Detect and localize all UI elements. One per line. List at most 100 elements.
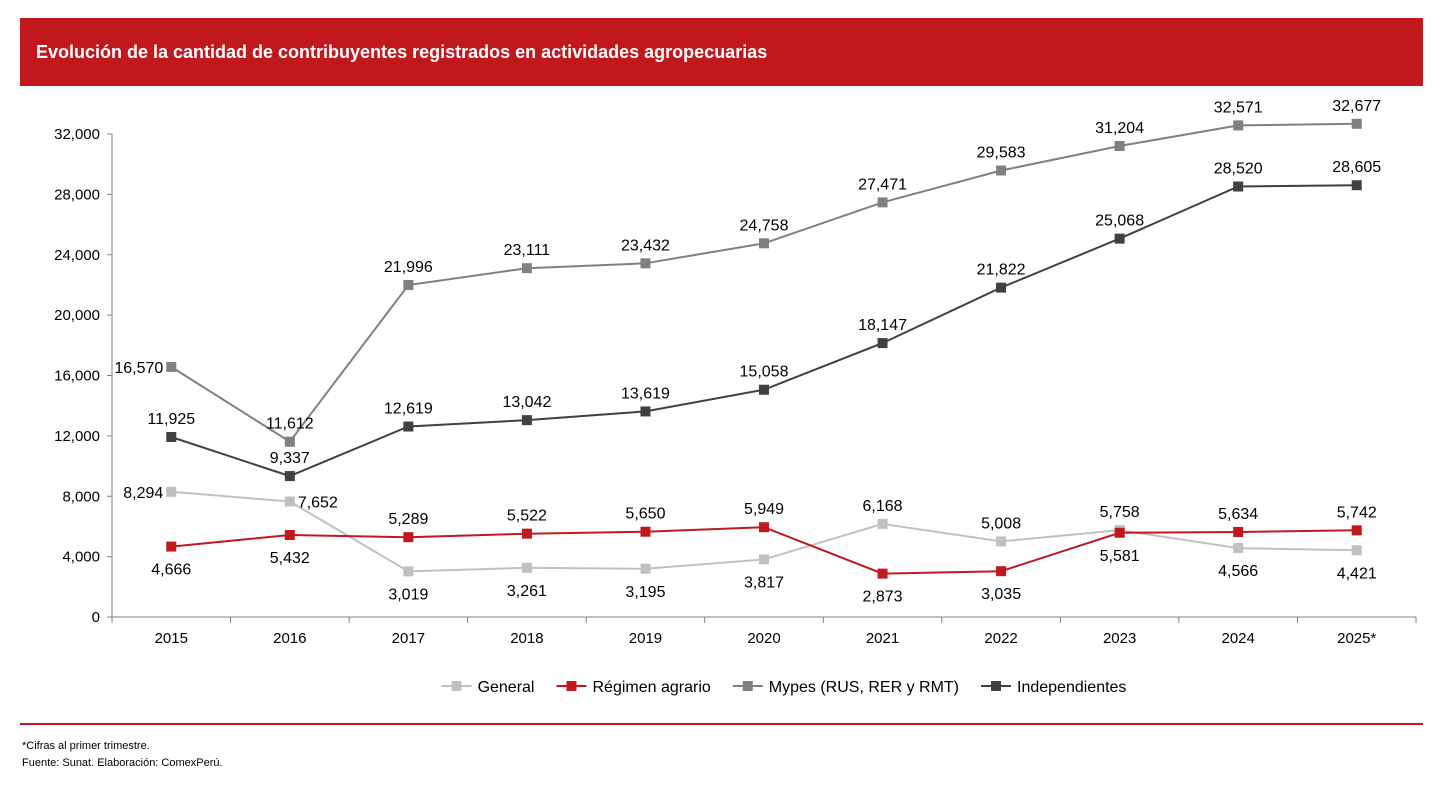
data-point-marker [403, 279, 414, 290]
data-label: 2,873 [863, 589, 903, 606]
x-tick-label: 2015 [155, 630, 188, 647]
data-label: 4,421 [1337, 565, 1377, 582]
data-point-marker [759, 522, 769, 533]
data-point-marker [1351, 525, 1362, 536]
data-label: 28,605 [1332, 159, 1381, 176]
data-point-marker [1233, 120, 1244, 131]
chart-header-bar: Evolución de la cantidad de contribuyent… [20, 18, 1423, 86]
data-label: 27,471 [858, 176, 907, 193]
data-point-marker [877, 197, 888, 208]
data-label: 5,634 [1218, 506, 1258, 523]
x-tick-label: 2016 [273, 630, 306, 647]
data-point-marker [996, 536, 1007, 547]
data-point-marker [166, 361, 177, 372]
x-tick-label: 2024 [1221, 630, 1254, 647]
series-line [171, 526, 1357, 575]
x-tick-label: 2020 [747, 630, 780, 647]
x-tick-label: 2023 [1103, 630, 1136, 647]
data-label: 4,566 [1218, 563, 1258, 580]
data-label: 21,822 [977, 262, 1026, 279]
data-point-marker [1351, 180, 1362, 191]
data-point-marker [996, 566, 1007, 577]
data-point-marker [759, 554, 769, 565]
data-label: 5,522 [507, 508, 547, 525]
data-point-marker [166, 541, 177, 552]
x-tick-label: 2025* [1337, 630, 1376, 647]
y-tick-label: 28,000 [54, 186, 100, 203]
data-label: 3,817 [744, 574, 784, 591]
data-label: 21,996 [384, 259, 433, 276]
footnote-source: Fuente: Sunat. Elaboración: ComexPerú. [22, 757, 223, 769]
data-label: 28,520 [1214, 161, 1263, 178]
data-label: 23,432 [621, 237, 670, 254]
data-point-marker [759, 238, 769, 249]
y-tick-label: 12,000 [54, 428, 100, 445]
data-label: 25,068 [1095, 213, 1144, 230]
data-label: 23,111 [504, 242, 551, 259]
data-label: 31,204 [1095, 120, 1144, 137]
y-tick-label: 32,000 [54, 126, 100, 143]
legend-swatch-marker [451, 681, 462, 691]
data-point-marker [166, 432, 177, 443]
data-point-marker [877, 518, 888, 529]
data-point-marker [640, 406, 651, 417]
y-tick-label: 20,000 [54, 307, 100, 324]
data-label: 13,619 [621, 385, 670, 402]
data-point-marker [1114, 527, 1125, 538]
y-tick-label: 8,000 [62, 488, 100, 505]
data-point-marker [284, 436, 295, 447]
data-point-marker [521, 562, 532, 573]
data-point-marker [284, 471, 295, 482]
chart-title: Evolución de la cantidad de contribuyent… [36, 42, 768, 62]
data-point-marker [996, 282, 1007, 293]
data-label: 24,758 [740, 217, 789, 234]
data-point-marker [403, 566, 414, 577]
data-point-marker [640, 526, 651, 537]
data-label: 5,650 [625, 506, 665, 523]
data-point-marker [403, 532, 414, 543]
data-label: 5,742 [1337, 504, 1377, 521]
data-label: 9,337 [270, 450, 310, 467]
data-point-marker [1114, 141, 1125, 152]
y-tick-label: 4,000 [62, 549, 100, 566]
data-point-marker [1233, 181, 1244, 192]
data-point-marker [759, 384, 769, 395]
data-point-marker [521, 263, 532, 274]
data-point-marker [284, 496, 295, 507]
x-tick-label: 2018 [510, 630, 543, 647]
data-label: 5,758 [1100, 504, 1140, 521]
data-label: 32,677 [1332, 98, 1381, 115]
data-point-marker [403, 421, 414, 432]
data-label: 6,168 [863, 498, 903, 515]
data-label: 5,008 [981, 515, 1021, 532]
data-label: 15,058 [740, 364, 789, 381]
data-point-marker [877, 338, 888, 349]
legend-label: Independientes [1017, 679, 1126, 696]
legend-swatch-marker [742, 681, 753, 691]
x-tick-label: 2017 [392, 630, 425, 647]
y-tick-label: 16,000 [54, 368, 100, 385]
data-point-marker [1233, 543, 1244, 554]
data-point-marker [1351, 118, 1362, 129]
footer-divider [20, 723, 1423, 725]
data-label: 29,583 [977, 144, 1026, 161]
data-point-marker [1233, 526, 1244, 537]
data-label: 13,042 [502, 394, 551, 411]
data-point-marker [877, 568, 888, 579]
data-label: 18,147 [858, 317, 907, 334]
x-tick-label: 2019 [629, 630, 662, 647]
data-label: 7,652 [298, 495, 338, 512]
data-point-marker [1351, 545, 1362, 556]
data-point-marker [640, 258, 651, 269]
data-label: 11,925 [147, 411, 195, 428]
data-label: 4,666 [151, 562, 191, 579]
data-point-marker [996, 165, 1007, 176]
data-label: 3,019 [388, 586, 428, 603]
data-point-marker [521, 415, 532, 426]
line-chart: 0 4,000 8,000 12,000 16,000 20,000 24,000 28,00… [54, 98, 1417, 696]
data-label: 5,432 [270, 550, 310, 567]
legend-label: General [478, 679, 535, 696]
data-label: 32,571 [1214, 99, 1263, 116]
data-label: 12,619 [384, 401, 433, 418]
data-label: 3,261 [507, 583, 547, 600]
